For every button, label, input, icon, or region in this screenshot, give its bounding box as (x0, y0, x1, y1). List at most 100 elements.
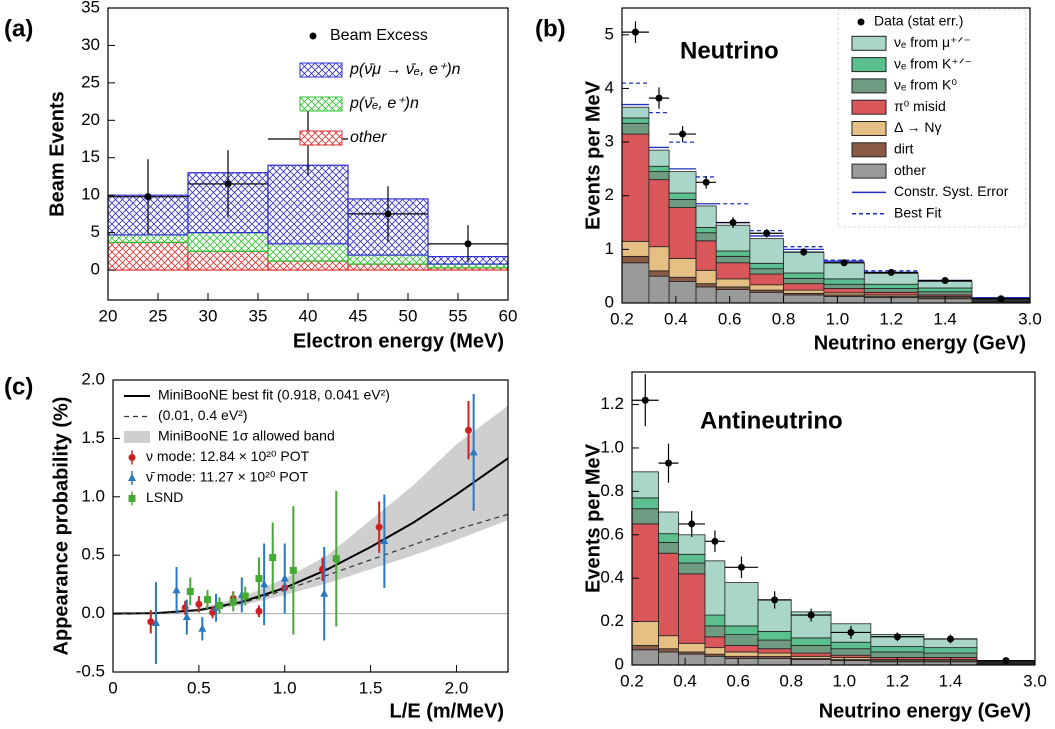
x-tick-label: 45 (349, 306, 368, 325)
stack-segment (695, 283, 717, 288)
stack-segment (107, 234, 189, 243)
stack-segment (923, 652, 978, 658)
x-tick-label: 1.0 (826, 309, 850, 328)
legend-label: Beam Excess (330, 27, 428, 44)
data-point (224, 180, 232, 188)
legend-label: π⁰ misid (894, 98, 946, 114)
legend-label: ν̄ mode: 11.27 × 10²⁰ POT (146, 469, 309, 485)
x-tick-label: 0.8 (779, 671, 803, 690)
legend-swatch (299, 130, 343, 146)
allowed-band (113, 405, 508, 614)
data-point (711, 537, 719, 545)
x-tick-label: 1.0 (273, 678, 297, 697)
data-point (151, 618, 160, 626)
stack-segment (267, 243, 349, 262)
x-tick-label: 0.4 (664, 309, 688, 328)
stack-segment (648, 149, 670, 167)
legend-swatch (851, 35, 887, 51)
panel-label: (c) (4, 373, 33, 400)
stack-segment (621, 117, 650, 124)
data-point (172, 585, 181, 594)
data-point (465, 426, 472, 434)
legend-label: other (894, 162, 926, 178)
data-point (688, 520, 696, 528)
y-axis-label: Events per MeV (582, 80, 604, 230)
x-tick-label: 0.6 (726, 671, 750, 690)
stack-segment (658, 541, 679, 554)
stack-segment (757, 652, 792, 657)
stack-segment (724, 634, 759, 646)
y-tick-label: 0 (91, 260, 100, 279)
stack-segment (783, 294, 825, 304)
stack-segment (648, 171, 670, 181)
stack-segment (863, 283, 919, 289)
stack-segment (648, 179, 670, 248)
x-tick-label: 0.5 (187, 678, 211, 697)
stack-segment (187, 250, 269, 271)
data-point (384, 210, 392, 218)
stack-segment (715, 289, 751, 304)
stack-segment (704, 614, 726, 627)
x-tick-label: 55 (449, 306, 468, 325)
x-tick-label: 0.4 (673, 671, 697, 690)
data-point (144, 193, 152, 201)
stack-segment (621, 106, 650, 119)
legend-frame (837, 9, 1027, 228)
legend-label: MiniBooNE best fit (0.918, 0.041 eV²) (158, 387, 390, 403)
y-tick-label: 0.8 (600, 481, 624, 500)
plot-frame (112, 379, 509, 673)
x-tick-label: 0 (108, 678, 117, 697)
data-point (375, 523, 383, 531)
y-tick-label: 30 (81, 35, 100, 54)
stack-segment (678, 653, 706, 666)
stack-segment (187, 232, 269, 252)
stack-segment (668, 276, 697, 282)
y-tick-label: 15 (81, 147, 100, 166)
stack-segment (923, 647, 978, 654)
legend-swatch (851, 121, 887, 136)
data-point (203, 596, 211, 604)
stack-segment (830, 648, 872, 656)
stack-segment (823, 283, 865, 289)
legend-label: p(ν̄ₑ, e⁺)n (349, 95, 419, 112)
stack-segment (668, 199, 697, 208)
y-tick-label: 5 (91, 222, 100, 241)
stack-segment (631, 649, 659, 666)
stack-segment (631, 471, 659, 499)
x-tick-label: 1.2 (879, 309, 903, 328)
x-axis-label: L/E (m/MeV) (390, 700, 504, 722)
data-point (469, 447, 478, 456)
legend-label: ν mode: 12.84 × 10²⁰ POT (146, 448, 310, 464)
stack-segment (917, 291, 973, 296)
legend-swatch (851, 57, 887, 73)
y-tick-label: 25 (81, 72, 100, 91)
data-point (997, 295, 1005, 303)
data-point (280, 574, 289, 582)
legend-label: p(ν̄μ → ν̄ₑ, e⁺)n (349, 61, 461, 78)
x-tick-label: 0.8 (772, 309, 796, 328)
stack-segment (823, 296, 865, 304)
stack-segment (704, 560, 726, 616)
data-point (215, 601, 223, 609)
x-tick-label: 2.0 (445, 678, 469, 697)
data-point (702, 178, 710, 186)
stack-segment (704, 655, 726, 666)
stack-segment (715, 255, 751, 264)
y-tick-label: 35 (81, 0, 100, 16)
y-axis-label: Beam Events (46, 91, 68, 217)
stack-segment (757, 630, 792, 641)
stack-segment (267, 164, 349, 245)
y-tick-label: 0 (615, 654, 624, 673)
y-tick-label: 0.5 (81, 545, 105, 564)
data-point (737, 563, 745, 571)
stack-segment (658, 648, 679, 653)
x-tick-label: 3.0 (1018, 309, 1042, 328)
data-point (464, 240, 472, 248)
data-point (887, 268, 895, 276)
y-tick-label: 1.0 (81, 486, 105, 505)
legend-label: Best Fit (894, 204, 942, 220)
stack-segment (757, 658, 792, 666)
x-tick-label: 1.4 (933, 309, 957, 328)
stack-segment (704, 647, 726, 655)
data-point (320, 589, 329, 597)
